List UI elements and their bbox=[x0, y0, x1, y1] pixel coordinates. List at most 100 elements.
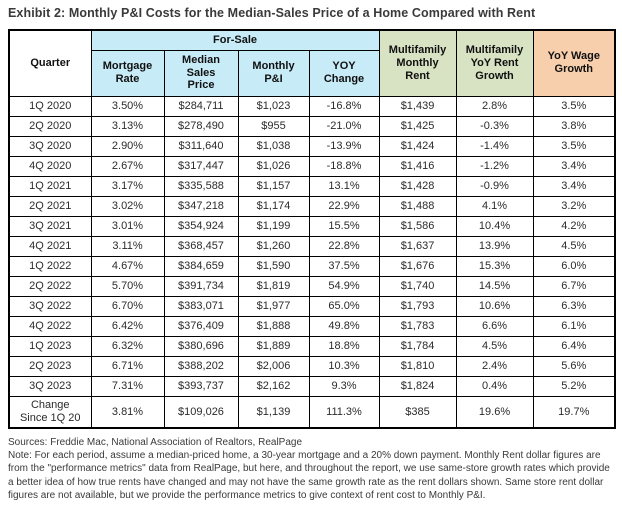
summary-value-cell: $1,139 bbox=[237, 395, 310, 429]
value-cell: 6.6% bbox=[455, 315, 534, 337]
value-cell: -18.8% bbox=[308, 155, 380, 177]
table-row: 2Q 2020 3.13% $278,490 $955 -21.0% $1,425 -0.3… bbox=[8, 115, 616, 137]
table-row: 1Q 2021 3.17% $335,588 $1,157 13.1% $1,428 -0.… bbox=[8, 175, 616, 197]
value-cell: $1,783 bbox=[378, 315, 457, 337]
value-cell: $2,162 bbox=[237, 375, 310, 397]
value-cell: 3.5% bbox=[532, 135, 616, 157]
value-cell: 10.4% bbox=[455, 215, 534, 237]
value-cell: $2,006 bbox=[237, 355, 310, 377]
value-cell: 3.4% bbox=[532, 175, 616, 197]
quarter-cell: 4Q 2022 bbox=[8, 315, 92, 337]
value-cell: 15.3% bbox=[455, 255, 534, 277]
value-cell: 65.0% bbox=[308, 295, 380, 317]
value-cell: 6.0% bbox=[532, 255, 616, 277]
value-cell: $368,457 bbox=[163, 235, 239, 257]
value-cell: 3.11% bbox=[90, 235, 165, 257]
value-cell: $1,157 bbox=[237, 175, 310, 197]
table-row: 3Q 2020 2.90% $311,640 $1,038 -13.9% $1,424 -1… bbox=[8, 135, 616, 157]
value-cell: $1,793 bbox=[378, 295, 457, 317]
value-cell: 2.4% bbox=[455, 355, 534, 377]
value-cell: $1,637 bbox=[378, 235, 457, 257]
sources-line: Sources: Freddie Mac, National Associati… bbox=[8, 437, 303, 448]
header-median-sales-price: Median Sales Price bbox=[163, 49, 239, 97]
value-cell: $1,889 bbox=[237, 335, 310, 357]
header-mortgage-rate: Mortgage Rate bbox=[90, 49, 165, 97]
quarter-cell: 3Q 2020 bbox=[8, 135, 92, 157]
value-cell: 5.6% bbox=[532, 355, 616, 377]
value-cell: 10.6% bbox=[455, 295, 534, 317]
summary-label-cell: Change Since 1Q 20 bbox=[8, 395, 92, 429]
quarter-cell: 2Q 2023 bbox=[8, 355, 92, 377]
value-cell: 6.32% bbox=[90, 335, 165, 357]
quarter-cell: 1Q 2021 bbox=[8, 175, 92, 197]
page-root: Exhibit 2: Monthly P&I Costs for the Med… bbox=[8, 6, 618, 502]
value-cell: $1,174 bbox=[237, 195, 310, 217]
footer: Sources: Freddie Mac, National Associati… bbox=[8, 436, 618, 502]
value-cell: $284,711 bbox=[163, 95, 239, 117]
summary-value-cell: 111.3% bbox=[308, 395, 380, 429]
value-cell: 5.2% bbox=[532, 375, 616, 397]
value-cell: $354,924 bbox=[163, 215, 239, 237]
value-cell: $383,071 bbox=[163, 295, 239, 317]
value-cell: 54.9% bbox=[308, 275, 380, 297]
value-cell: 4.2% bbox=[532, 215, 616, 237]
value-cell: 6.3% bbox=[532, 295, 616, 317]
value-cell: -1.2% bbox=[455, 155, 534, 177]
summary-value-cell: $385 bbox=[378, 395, 457, 429]
value-cell: $388,202 bbox=[163, 355, 239, 377]
table-body: 1Q 2020 3.50% $284,711 $1,023 -16.8% $1,439 2.… bbox=[8, 95, 616, 429]
value-cell: -0.3% bbox=[455, 115, 534, 137]
value-cell: $1,586 bbox=[378, 215, 457, 237]
value-cell: 13.1% bbox=[308, 175, 380, 197]
table-row: 3Q 2022 6.70% $383,071 $1,977 65.0% $1,793 10.… bbox=[8, 295, 616, 317]
table-row: 1Q 2020 3.50% $284,711 $1,023 -16.8% $1,439 2.… bbox=[8, 95, 616, 117]
value-cell: 4.67% bbox=[90, 255, 165, 277]
header-quarter: Quarter bbox=[8, 29, 92, 97]
value-cell: $376,409 bbox=[163, 315, 239, 337]
quarter-cell: 1Q 2022 bbox=[8, 255, 92, 277]
value-cell: $1,888 bbox=[237, 315, 310, 337]
value-cell: 3.01% bbox=[90, 215, 165, 237]
value-cell: 6.70% bbox=[90, 295, 165, 317]
value-cell: 6.42% bbox=[90, 315, 165, 337]
value-cell: $391,734 bbox=[163, 275, 239, 297]
value-cell: 4.5% bbox=[455, 335, 534, 357]
value-cell: $1,425 bbox=[378, 115, 457, 137]
note-text: Note: For each period, assume a median-p… bbox=[8, 450, 610, 501]
value-cell: $1,439 bbox=[378, 95, 457, 117]
value-cell: 14.5% bbox=[455, 275, 534, 297]
header-for-sale-group: For-Sale bbox=[90, 29, 380, 51]
value-cell: $955 bbox=[237, 115, 310, 137]
table-row: 4Q 2020 2.67% $317,447 $1,026 -18.8% $1,416 -1… bbox=[8, 155, 616, 177]
value-cell: $1,416 bbox=[378, 155, 457, 177]
summary-row: Change Since 1Q 20 3.81% $109,026 $1,139 111… bbox=[8, 395, 616, 429]
summary-value-cell: 19.6% bbox=[455, 395, 534, 429]
summary-value-cell: 3.81% bbox=[90, 395, 165, 429]
value-cell: 5.70% bbox=[90, 275, 165, 297]
value-cell: -16.8% bbox=[308, 95, 380, 117]
quarter-cell: 3Q 2021 bbox=[8, 215, 92, 237]
value-cell: -0.9% bbox=[455, 175, 534, 197]
value-cell: 2.90% bbox=[90, 135, 165, 157]
value-cell: $311,640 bbox=[163, 135, 239, 157]
table-row: 4Q 2021 3.11% $368,457 $1,260 22.8% $1,637 13.… bbox=[8, 235, 616, 257]
value-cell: $1,023 bbox=[237, 95, 310, 117]
value-cell: 3.2% bbox=[532, 195, 616, 217]
value-cell: $1,260 bbox=[237, 235, 310, 257]
value-cell: -1.4% bbox=[455, 135, 534, 157]
value-cell: 18.8% bbox=[308, 335, 380, 357]
value-cell: $1,488 bbox=[378, 195, 457, 217]
value-cell: $1,819 bbox=[237, 275, 310, 297]
value-cell: 22.9% bbox=[308, 195, 380, 217]
header-yoy-wage-growth: YoY Wage Growth bbox=[532, 29, 616, 97]
header-row-groups: Quarter For-Sale Multifamily Monthly Ren… bbox=[8, 29, 616, 97]
value-cell: 6.71% bbox=[90, 355, 165, 377]
value-cell: 3.8% bbox=[532, 115, 616, 137]
value-cell: $1,026 bbox=[237, 155, 310, 177]
value-cell: 3.17% bbox=[90, 175, 165, 197]
value-cell: $1,199 bbox=[237, 215, 310, 237]
value-cell: $1,428 bbox=[378, 175, 457, 197]
table-header: Quarter For-Sale Multifamily Monthly Ren… bbox=[8, 29, 616, 97]
value-cell: 49.8% bbox=[308, 315, 380, 337]
header-row-subcolumns: Mortgage Rate Median Sales Price Monthly… bbox=[9, 49, 615, 97]
